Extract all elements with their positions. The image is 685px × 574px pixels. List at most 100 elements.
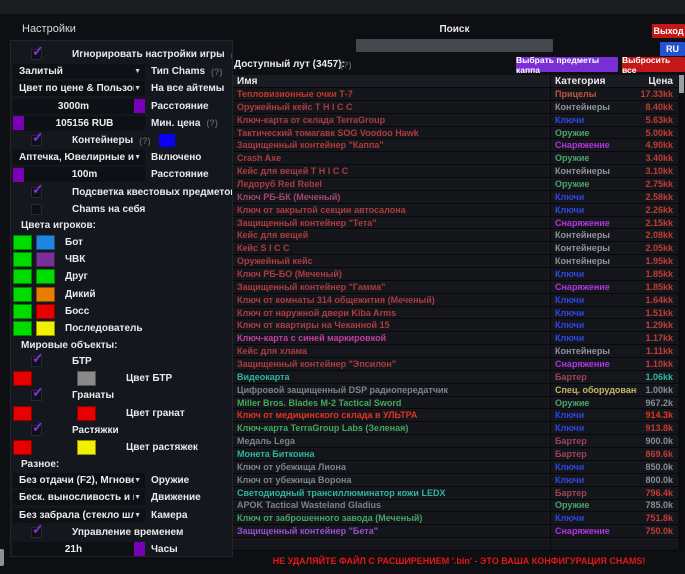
loot-table-row[interactable]: Видеокарта Бартер 1.06kk xyxy=(233,370,678,384)
quest-items-highlight-checkbox[interactable]: ✓ xyxy=(31,182,44,198)
color-row-label: Друг xyxy=(65,271,88,283)
distance-input[interactable] xyxy=(13,98,134,114)
loot-table-row[interactable]: Монета Биткоина Бартер 869.6k xyxy=(233,448,678,461)
follower-swatch-1[interactable] xyxy=(13,320,32,336)
distance-color-swatch[interactable] xyxy=(134,99,145,114)
language-button[interactable]: RU xyxy=(660,42,685,56)
loot-table-row[interactable]: Защищенный контейнер "Каппа" Снаряжение 4.… xyxy=(233,139,678,153)
loot-table-row[interactable]: Ключ от закрытой секции автосалона Ключи 2… xyxy=(233,203,678,217)
weapon-dropdown[interactable]: Без отдачи (F2), Мгновенное п▼ xyxy=(13,473,145,489)
distance-2-color-swatch[interactable] xyxy=(13,167,24,182)
loot-table-scrollbar-thumb[interactable] xyxy=(679,75,684,93)
settings-row-min-price: Мин. цена (?) xyxy=(11,115,232,132)
loot-table-row[interactable]: Ключ РБ-БК (Меченый) Ключи 2.58kk xyxy=(233,190,678,204)
dropdown-value: Залитый xyxy=(19,66,63,78)
loot-table-row[interactable]: Цифровой защищенный DSP радиопередатчик С… xyxy=(233,383,678,397)
movement-dropdown[interactable]: Беск. выносливость и нет уста▼ xyxy=(13,490,145,506)
loot-table-row[interactable]: Ледоруб Red Rebel Оружие 2.75kk xyxy=(233,178,678,191)
loot-table-row[interactable]: Кейс S I C C Контейнеры 2.05kk xyxy=(233,242,678,256)
loot-table-row[interactable]: Защищенный контейнер "Тета" Снаряжение 2.1… xyxy=(233,216,678,230)
loot-table-row[interactable]: Защищенный контейнер "Гамма" Снаряжение 1.… xyxy=(233,280,678,294)
grenade-color-swatch-1[interactable] xyxy=(13,405,32,421)
min-price-color-swatch[interactable] xyxy=(13,116,24,131)
loot-table-scrollbar[interactable] xyxy=(679,75,684,551)
loot-table-header: Имя Категория Цена xyxy=(233,75,678,88)
tripwire-color-swatch-2[interactable] xyxy=(77,440,96,456)
btr-checkbox[interactable]: ✓ xyxy=(31,351,44,368)
time-control-checkbox[interactable]: ✓ xyxy=(31,522,44,538)
select-kappa-items-button[interactable]: Выбрать предметы каппа xyxy=(516,55,618,75)
all-items-color-dropdown[interactable]: Цвет по цене & Пользователь▼ xyxy=(13,81,145,97)
loot-table-row[interactable]: Ключ от заброшенного завода (Меченый) Клю… xyxy=(233,512,678,526)
chams-self-checkbox[interactable] xyxy=(31,203,42,215)
containers-checkbox[interactable]: ✓ xyxy=(31,130,44,147)
column-header-category[interactable]: Категория xyxy=(555,75,606,87)
tripwires-checkbox[interactable]: ✓ xyxy=(31,420,44,436)
loot-table-row[interactable]: Ключ от квартиры на Чеканной 15 Ключи 1.29… xyxy=(233,319,678,333)
loot-table-row[interactable]: Медаль Lega Бартер 900.0k xyxy=(233,435,678,449)
boss-swatch-2[interactable] xyxy=(36,303,55,319)
loot-table-row[interactable]: Кейс для вещей T H I C C Контейнеры 3.10kk xyxy=(233,165,678,179)
item-name: Защищенный контейнер "Гамма" xyxy=(233,280,551,293)
column-header-name[interactable]: Имя xyxy=(233,75,551,87)
scav-swatch-2[interactable] xyxy=(36,286,55,302)
item-price: 8.40kk xyxy=(645,101,673,112)
search-input[interactable] xyxy=(356,39,553,52)
item-category: Оружие xyxy=(555,397,590,408)
loot-table-row[interactable]: Тактический томагавк SOG Voodoo Hawk Оруж… xyxy=(233,126,678,140)
bot-swatch-2[interactable] xyxy=(36,234,55,250)
column-header-price[interactable]: Цена xyxy=(648,75,673,87)
containers-color-swatch[interactable] xyxy=(158,134,175,148)
camera-dropdown[interactable]: Без забрала (стекло шлема)▼ xyxy=(13,507,145,523)
loot-table-row[interactable]: Оружейный кейс T H I C C Контейнеры 8.40kk xyxy=(233,100,678,114)
loot-table-row[interactable]: APOK Tactical Wasteland Gladius Оружие 785… xyxy=(233,499,678,513)
scav-swatch-1[interactable] xyxy=(13,286,32,302)
distance-2-input[interactable] xyxy=(24,167,145,183)
loot-table-row[interactable]: Ключ-карта от склада TerraGroup Ключи 5.63… xyxy=(233,113,678,127)
friend-swatch-2[interactable] xyxy=(36,269,55,285)
loot-table-row[interactable]: Ключ от убежища Лиона Ключи 850.0k xyxy=(233,460,678,474)
loot-table-row[interactable]: Кейс для хлама Контейнеры 1.11kk xyxy=(233,345,678,359)
loot-table-row[interactable]: Тепловизионные очки Т-7 Прицелы 17.33kk xyxy=(233,88,678,101)
loot-table-row[interactable]: Защищенный контейнер "Бета" Снаряжение 750… xyxy=(233,525,678,539)
loot-table-row[interactable]: Ключ-карта с синей маркировкой Ключи 1.17k… xyxy=(233,332,678,346)
grenades-checkbox[interactable]: ✓ xyxy=(31,385,44,402)
loot-table-row[interactable]: Ключ от наружной двери Kiba Arms Ключи 1.5… xyxy=(233,306,678,320)
loot-table-row[interactable]: Оружейный кейс Контейнеры 1.95kk xyxy=(233,255,678,269)
grenade-color-swatch-2[interactable] xyxy=(77,405,96,421)
loot-table-row[interactable]: Кейс для вещей Контейнеры 2.08kk xyxy=(233,229,678,243)
pmc-swatch-1[interactable] xyxy=(13,252,32,268)
ignore-game-settings-checkbox[interactable]: ✓ xyxy=(31,44,44,61)
hours-color-swatch[interactable] xyxy=(134,542,145,556)
bot-swatch-1[interactable] xyxy=(13,234,32,250)
loot-table-row[interactable]: Ключ от комнаты 314 общежития (Меченый) К… xyxy=(233,293,678,307)
exit-button[interactable]: Выход xyxy=(652,24,685,38)
loot-table-row[interactable]: Ключ от убежища Ворона Ключи 800.0k xyxy=(233,473,678,487)
loot-table-row[interactable]: Светодиодный трансиллюминатор кожи LEDX Б… xyxy=(233,486,678,500)
chams-type-dropdown[interactable]: Залитый ▼ xyxy=(13,64,145,80)
item-category: Снаряжение xyxy=(555,140,610,151)
follower-swatch-2[interactable] xyxy=(36,320,55,336)
loot-table-row[interactable]: Ключ-карта TerraGroup Labs (Зеленая) Ключ… xyxy=(233,422,678,436)
btr-color-swatch-1[interactable] xyxy=(13,371,32,387)
loot-table-row[interactable]: Защищенный контейнер "Эпсилон" Снаряжение… xyxy=(233,358,678,371)
sidebar-collapse-handle[interactable] xyxy=(0,549,4,566)
friend-swatch-1[interactable] xyxy=(13,269,32,285)
loot-table-row[interactable]: Ключ от медицинского склада в УЛЬТРА Ключ… xyxy=(233,409,678,423)
boss-swatch-1[interactable] xyxy=(13,303,32,319)
loot-table-row[interactable]: Ключ РБ-БО (Меченый) Ключи 1.85kk xyxy=(233,268,678,281)
drop-all-button[interactable]: Выбросить все xyxy=(622,55,685,75)
min-price-input[interactable] xyxy=(24,115,145,131)
tripwire-color-swatch-1[interactable] xyxy=(13,440,32,456)
item-category: Ключи xyxy=(555,307,585,318)
loot-table-row[interactable] xyxy=(233,538,678,551)
dropdown-value: Беск. выносливость и нет уста xyxy=(19,492,134,504)
loot-table-row[interactable]: Miller Bros. Blades M-2 Tactical Sword Ор… xyxy=(233,396,678,410)
hours-input[interactable] xyxy=(13,541,134,556)
btr-color-swatch-2[interactable] xyxy=(77,371,96,387)
settings-row-btr: ✓ БТР xyxy=(11,351,232,370)
settings-row-scav: Дикий xyxy=(11,285,232,302)
enabled-categories-dropdown[interactable]: Аптечка, Ювелирные и... ▼ xyxy=(13,150,145,166)
pmc-swatch-2[interactable] xyxy=(36,252,55,268)
loot-table-row[interactable]: Crash Axe Оружие 3.40kk xyxy=(233,152,678,166)
